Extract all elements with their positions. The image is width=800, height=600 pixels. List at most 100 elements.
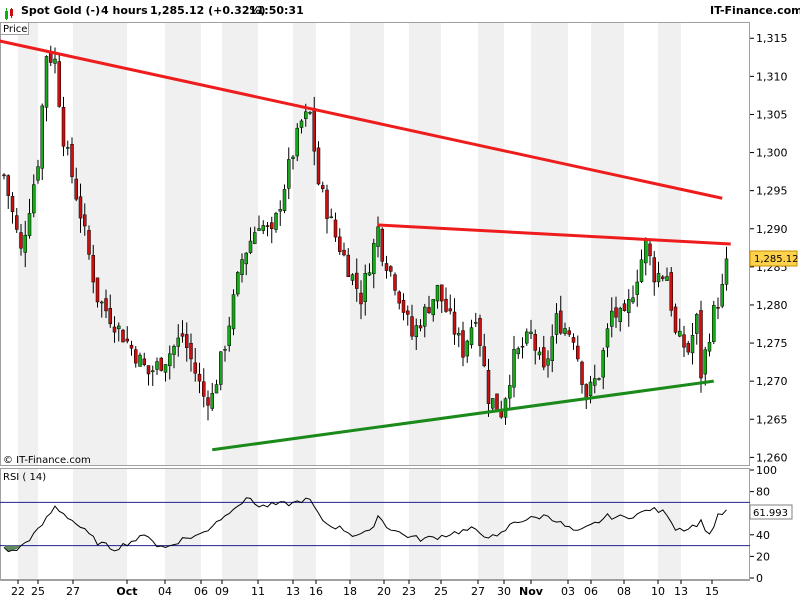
candle — [423, 303, 427, 338]
candle-body — [163, 364, 168, 373]
candle-body — [236, 272, 240, 295]
candle — [367, 263, 372, 276]
candle-body — [546, 358, 550, 366]
date-band — [658, 23, 681, 465]
candle-body — [389, 266, 393, 272]
candle — [70, 137, 74, 184]
candle — [397, 290, 401, 310]
date-band — [591, 469, 624, 579]
interval-label: 4 hours — [101, 4, 148, 17]
candle — [678, 318, 682, 338]
rsi-tick-label: 0 — [756, 572, 763, 585]
candle-body — [83, 214, 87, 227]
candle-body — [66, 147, 70, 149]
candle-body — [423, 306, 427, 327]
candle-body — [673, 306, 678, 333]
candle — [469, 319, 474, 349]
candle-body — [597, 378, 601, 380]
candlestick-series — [2, 45, 729, 425]
date-band — [18, 469, 38, 579]
x-tick-label: 25 — [31, 585, 45, 598]
price-tick-label: 1,305 — [756, 108, 788, 121]
candle-body — [635, 281, 639, 295]
candle — [193, 347, 197, 382]
x-tick-label: 04 — [158, 585, 172, 598]
x-tick-label: 22 — [11, 585, 25, 598]
candle-body — [248, 240, 253, 253]
candle-body — [265, 225, 270, 227]
candle — [707, 333, 712, 357]
candle-body — [435, 285, 440, 302]
instrument-title: Spot Gold (-) — [21, 4, 101, 17]
candle — [546, 350, 550, 378]
candle-body — [295, 127, 299, 157]
candle — [389, 265, 393, 277]
candle — [151, 365, 155, 386]
candle-body — [253, 232, 257, 244]
x-tick-label: 13 — [674, 585, 688, 598]
candle — [384, 255, 389, 279]
x-tick-label: 06 — [584, 585, 598, 598]
candle — [329, 208, 333, 219]
lower-resistance-line — [377, 223, 731, 246]
candle — [112, 316, 117, 343]
candle — [44, 55, 49, 122]
candle-body — [397, 291, 401, 304]
copyright-label: © IT-Finance.com — [3, 455, 91, 466]
candle — [274, 211, 278, 233]
candle-body — [257, 228, 261, 231]
rsi-label: RSI ( 14) — [3, 472, 46, 483]
candle-body — [231, 294, 236, 330]
candle — [299, 119, 304, 134]
candle-body — [278, 209, 282, 212]
candle — [406, 305, 410, 326]
candle — [108, 294, 112, 328]
candle-body — [631, 297, 635, 303]
candle — [699, 300, 703, 393]
candle — [6, 174, 10, 209]
candle — [461, 321, 465, 367]
candle-body — [193, 362, 197, 374]
candle-body — [457, 332, 461, 336]
x-tick-label: 18 — [343, 585, 357, 598]
candle-body — [32, 184, 36, 214]
candle-body — [95, 277, 100, 303]
candle — [495, 393, 499, 412]
candle-body — [142, 358, 146, 365]
candle — [639, 249, 644, 284]
date-band — [531, 23, 568, 465]
candle — [355, 258, 359, 302]
candle — [520, 337, 525, 359]
candle — [172, 344, 176, 369]
candle — [418, 319, 423, 332]
candle-body — [57, 61, 61, 107]
candle-body — [346, 254, 350, 278]
candle-body — [678, 330, 682, 337]
candle — [452, 298, 457, 345]
candle — [270, 216, 274, 244]
candle — [508, 374, 512, 409]
candle-body — [639, 259, 644, 282]
candle — [257, 215, 261, 231]
rsi-axis: 100806040200 — [750, 464, 777, 585]
date-band — [591, 23, 624, 465]
x-tick-label: 09 — [215, 585, 229, 598]
candle-body — [559, 310, 563, 334]
candle-body — [542, 347, 546, 368]
candle-body — [40, 105, 44, 169]
date-band — [165, 469, 201, 579]
candle — [614, 296, 618, 328]
candle-body — [2, 174, 6, 177]
candle — [669, 267, 673, 317]
candle-body — [359, 292, 363, 305]
candle — [49, 45, 53, 67]
candle-body — [571, 337, 576, 343]
candle-body — [495, 393, 499, 411]
candle-body — [618, 307, 622, 322]
candle — [465, 339, 469, 363]
candle-body — [10, 196, 15, 212]
candle — [435, 284, 440, 309]
x-tick-label: 13 — [286, 585, 300, 598]
candle — [91, 244, 95, 294]
